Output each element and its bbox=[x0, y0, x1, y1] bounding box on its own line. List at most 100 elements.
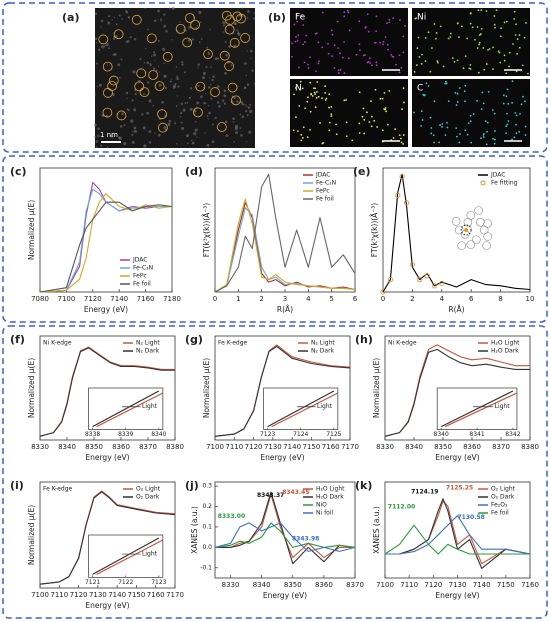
speckle bbox=[143, 61, 146, 64]
speckle bbox=[126, 11, 129, 14]
map-dot bbox=[459, 133, 461, 135]
scale-label: 1 nm bbox=[100, 131, 118, 139]
atom-ring bbox=[134, 81, 145, 92]
x-tick-label: 8 bbox=[498, 295, 502, 303]
x-tick-label: 6 bbox=[469, 295, 474, 303]
map-dot bbox=[370, 100, 372, 103]
map-dot bbox=[305, 34, 308, 37]
frame-bottom bbox=[2, 325, 548, 619]
speckle bbox=[160, 18, 162, 21]
x-tick-label: 3 bbox=[283, 295, 287, 303]
map-dot bbox=[478, 34, 481, 37]
series-line bbox=[214, 522, 356, 552]
annotation: 8343.37 bbox=[257, 492, 284, 499]
speckle bbox=[211, 140, 215, 144]
map-dot bbox=[520, 103, 523, 106]
speckle bbox=[111, 19, 113, 21]
speckle bbox=[206, 46, 209, 49]
speckle bbox=[211, 123, 214, 126]
x-tick-label: 4 bbox=[440, 295, 445, 303]
speckle bbox=[243, 86, 247, 90]
panel-label: (g) bbox=[185, 333, 203, 346]
legend-label: H₂O Dark bbox=[491, 348, 519, 355]
speckle bbox=[193, 132, 197, 136]
map-dot bbox=[392, 55, 395, 58]
plot-frame bbox=[214, 167, 356, 293]
speckle bbox=[239, 127, 242, 129]
map-dot bbox=[472, 113, 475, 115]
speckle bbox=[224, 71, 227, 75]
x-tick-label: 8330 bbox=[376, 443, 394, 451]
atom-ring bbox=[219, 50, 230, 61]
map-dot bbox=[302, 43, 305, 46]
map-dot bbox=[505, 132, 508, 135]
x-axis-label: Energy (eV) bbox=[435, 591, 479, 600]
map-dot bbox=[291, 55, 293, 58]
speckle bbox=[112, 53, 116, 56]
speckle bbox=[184, 71, 186, 74]
map-dot bbox=[394, 128, 397, 131]
speckle bbox=[245, 74, 248, 77]
map-dot bbox=[518, 34, 521, 37]
map-dot bbox=[477, 9, 480, 12]
map-dot bbox=[485, 10, 488, 12]
map-tile bbox=[412, 8, 530, 76]
speckle bbox=[232, 32, 234, 35]
map-dot bbox=[485, 143, 488, 146]
map-dot bbox=[455, 127, 458, 130]
map-dot bbox=[480, 108, 483, 110]
map-dot bbox=[304, 107, 307, 110]
x-tick-label: 7100 bbox=[206, 443, 224, 451]
legend-label: O₂ Light bbox=[136, 486, 161, 493]
map-dot bbox=[300, 139, 303, 142]
map-dot bbox=[311, 95, 314, 97]
map-dot bbox=[469, 22, 472, 25]
map-dot bbox=[487, 90, 490, 93]
legend-label: Fe₂O₃ bbox=[491, 502, 508, 509]
atom-ring bbox=[224, 24, 235, 35]
map-dot bbox=[337, 69, 340, 72]
inset-tick-label: 7123 bbox=[151, 579, 166, 586]
map-dot bbox=[358, 20, 361, 23]
map-dot bbox=[505, 72, 508, 75]
speckle bbox=[139, 57, 142, 61]
map-dot bbox=[464, 100, 466, 103]
x-tick-label: 8350 bbox=[284, 581, 302, 589]
speckle bbox=[181, 126, 185, 131]
map-dot bbox=[317, 41, 320, 44]
map-dot bbox=[366, 111, 368, 114]
series-line bbox=[39, 188, 172, 293]
speckle bbox=[163, 13, 166, 16]
map-dot bbox=[316, 81, 319, 83]
speckle bbox=[162, 47, 166, 51]
map-dot bbox=[385, 110, 388, 113]
data-point bbox=[439, 280, 445, 286]
speckle bbox=[204, 132, 206, 134]
map-dot bbox=[301, 136, 304, 139]
speckle bbox=[234, 23, 237, 26]
map-dot bbox=[370, 125, 373, 128]
speckle bbox=[119, 125, 123, 128]
speckle bbox=[246, 83, 249, 86]
speckle bbox=[134, 92, 137, 96]
map-label: C bbox=[417, 84, 423, 94]
map-dot bbox=[513, 10, 516, 13]
map-dot bbox=[518, 46, 521, 49]
map-dot bbox=[507, 102, 510, 105]
x-tick-label: 8360 bbox=[463, 443, 481, 451]
map-dot bbox=[358, 122, 361, 125]
inset-curve bbox=[267, 390, 335, 428]
inset-curve bbox=[92, 390, 160, 428]
map-dot bbox=[321, 142, 324, 145]
speckle bbox=[244, 62, 247, 65]
map-dot bbox=[488, 48, 491, 50]
speckle bbox=[245, 105, 248, 107]
speckle bbox=[170, 78, 173, 80]
panel-label: (h) bbox=[355, 333, 373, 346]
speckle bbox=[225, 134, 229, 137]
map-dot bbox=[482, 136, 485, 138]
map-dot bbox=[441, 126, 444, 128]
inset-tick-label: 7123 bbox=[260, 431, 275, 438]
annotation: 8343.45 bbox=[282, 489, 309, 496]
map-dot bbox=[436, 60, 439, 63]
